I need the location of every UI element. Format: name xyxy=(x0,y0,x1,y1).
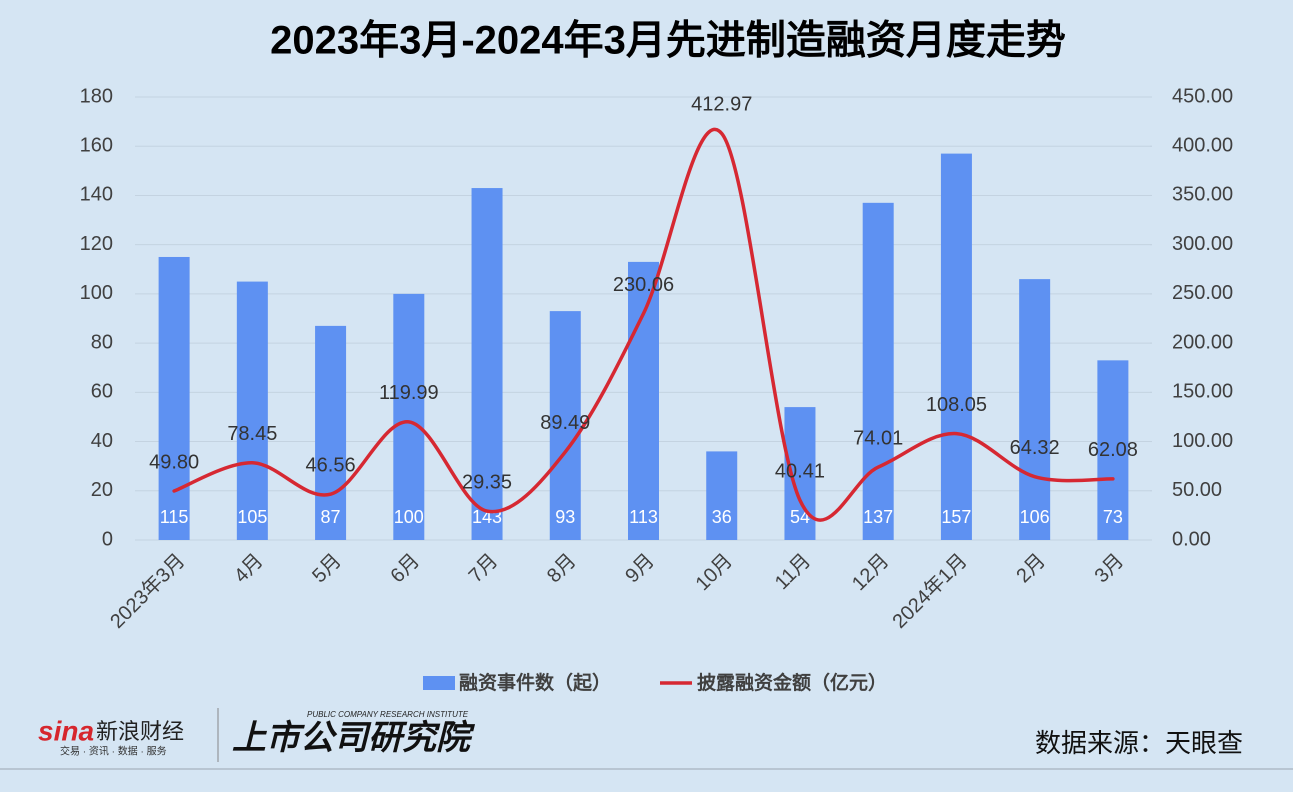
line-value-label: 74.01 xyxy=(853,427,903,449)
y2-tick-label: 400.00 xyxy=(1172,135,1233,157)
line-value-label: 49.80 xyxy=(149,451,199,473)
y-tick-label: 80 xyxy=(91,331,113,353)
bar xyxy=(315,325,347,540)
bar-value-label: 115 xyxy=(160,507,189,527)
bar xyxy=(940,153,972,540)
y2-tick-label: 250.00 xyxy=(1172,282,1233,304)
y-tick-label: 60 xyxy=(91,381,113,403)
y-tick-label: 100 xyxy=(80,282,113,304)
legend-label: 融资事件数（起） xyxy=(459,671,611,694)
bar-value-label: 113 xyxy=(629,507,658,527)
x-tick-label: 12月 xyxy=(848,550,893,595)
bar-value-label: 157 xyxy=(941,507,971,527)
bar xyxy=(706,451,738,540)
line-value-label: 46.56 xyxy=(306,454,356,476)
sina-name: 新浪财经 xyxy=(96,719,184,744)
x-tick-label: 11月 xyxy=(771,550,815,594)
x-tick-label: 2月 xyxy=(1012,550,1050,588)
y2-tick-label: 350.00 xyxy=(1172,184,1233,206)
bar xyxy=(1019,279,1051,540)
line-value-label: 108.05 xyxy=(926,394,987,416)
x-tick-label: 6月 xyxy=(387,550,425,588)
bar xyxy=(549,311,581,540)
bar xyxy=(158,256,190,540)
line-value-label: 40.41 xyxy=(775,460,825,482)
bar-value-label: 106 xyxy=(1020,507,1050,527)
bar-value-label: 73 xyxy=(1103,507,1123,527)
y2-tick-label: 450.00 xyxy=(1172,85,1233,107)
bar-value-label: 93 xyxy=(555,507,575,527)
line-value-label: 62.08 xyxy=(1088,439,1138,461)
bar-value-label: 100 xyxy=(394,507,424,527)
bar-value-label: 105 xyxy=(237,507,267,527)
line-value-label: 119.99 xyxy=(379,382,439,404)
bar xyxy=(628,261,659,540)
line xyxy=(172,128,1115,522)
x-tick-label: 3月 xyxy=(1091,550,1129,588)
y2-tick-label: 100.00 xyxy=(1172,430,1233,452)
y-tick-label: 120 xyxy=(80,233,113,255)
line-value-label: 89.49 xyxy=(540,412,590,434)
line-value-label: 78.45 xyxy=(227,423,277,445)
line-value-label: 29.35 xyxy=(462,471,512,493)
y-tick-label: 140 xyxy=(80,184,113,206)
x-tick-label: 2024年1月 xyxy=(888,549,972,633)
source: 数据来源：天眼查 xyxy=(1035,728,1243,758)
y-tick-label: 40 xyxy=(91,430,113,452)
footer: sina 新浪财经 交易 · 资讯 · 数据 · 服务 PUBLIC COMPA… xyxy=(0,708,1293,770)
x-tick-label: 8月 xyxy=(543,550,581,588)
bar xyxy=(393,293,425,540)
y-tick-label: 160 xyxy=(80,135,113,157)
y-tick-label: 0 xyxy=(102,528,113,550)
sina-logo: sina xyxy=(38,715,94,746)
bar xyxy=(1097,360,1129,540)
y-tick-label: 180 xyxy=(80,85,113,107)
x-tick-label: 7月 xyxy=(465,550,503,588)
legend: 融资事件数（起） 披露融资金额（亿元） xyxy=(423,671,887,694)
bar-value-label: 87 xyxy=(321,507,341,527)
chart-title: 2023年3月-2024年3月先进制造融资月度走势 xyxy=(270,19,1066,63)
line-value-label: 230.06 xyxy=(613,274,674,296)
institute-name: 上市公司研究院 xyxy=(232,719,476,757)
y2-tick-label: 150.00 xyxy=(1172,381,1233,403)
line-value-label: 412.97 xyxy=(691,94,752,116)
bar-value-label: 36 xyxy=(712,507,732,527)
line-value-label: 64.32 xyxy=(1010,437,1060,459)
legend-label: 披露融资金额（亿元） xyxy=(697,671,887,694)
bar-value-label: 137 xyxy=(863,507,893,527)
y-tick-label: 20 xyxy=(91,479,113,501)
bar xyxy=(471,188,503,541)
x-tick-label: 2023年3月 xyxy=(106,549,190,633)
y2-tick-label: 200.00 xyxy=(1172,331,1233,353)
bar xyxy=(862,202,894,541)
x-tick-label: 10月 xyxy=(692,550,737,595)
institute-en: PUBLIC COMPANY RESEARCH INSTITUTE xyxy=(307,710,469,719)
sina-slogan: 交易 · 资讯 · 数据 · 服务 xyxy=(60,745,167,758)
x-tick-label: 9月 xyxy=(621,550,659,588)
x-tick-label: 5月 xyxy=(308,550,346,588)
bar xyxy=(236,281,268,540)
legend-swatch xyxy=(423,676,455,690)
y2-tick-label: 300.00 xyxy=(1172,233,1233,255)
x-tick-label: 4月 xyxy=(230,550,268,588)
y2-tick-label: 50.00 xyxy=(1172,479,1222,501)
y2-tick-label: 0.00 xyxy=(1172,528,1211,550)
